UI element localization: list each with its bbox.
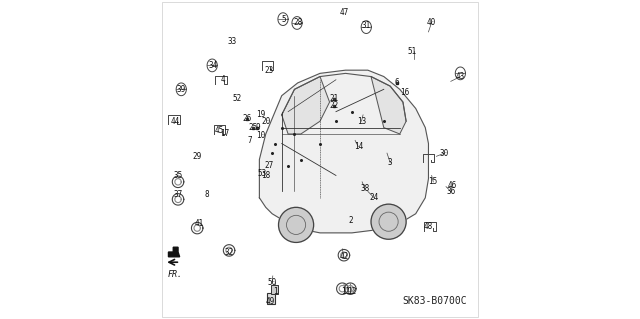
Text: 3: 3 — [388, 158, 392, 167]
Text: 8: 8 — [204, 190, 209, 199]
Text: 22: 22 — [330, 101, 339, 110]
Text: 37: 37 — [173, 190, 182, 199]
Text: 32: 32 — [225, 248, 234, 256]
Text: 35: 35 — [173, 171, 182, 180]
Polygon shape — [259, 70, 428, 233]
Text: 10: 10 — [257, 131, 266, 140]
Text: 51: 51 — [408, 47, 417, 56]
Text: 24: 24 — [370, 193, 379, 202]
Text: FR.: FR. — [168, 270, 183, 279]
Text: 41: 41 — [194, 219, 204, 228]
Text: 38: 38 — [360, 184, 369, 193]
FancyBboxPatch shape — [271, 285, 278, 294]
Text: 15: 15 — [429, 177, 438, 186]
Text: 28: 28 — [293, 18, 302, 27]
Text: 48: 48 — [424, 222, 433, 231]
Text: 9: 9 — [255, 123, 260, 132]
Text: 26: 26 — [242, 114, 252, 122]
Text: 53: 53 — [258, 169, 268, 178]
Polygon shape — [168, 247, 180, 257]
Text: 42: 42 — [339, 252, 349, 261]
Text: 39: 39 — [177, 85, 186, 94]
Text: 14: 14 — [354, 142, 363, 151]
Text: 19: 19 — [257, 110, 266, 119]
Text: 36: 36 — [446, 187, 456, 196]
Text: 6: 6 — [394, 78, 399, 87]
Text: 30: 30 — [440, 149, 449, 158]
Text: 44: 44 — [170, 117, 179, 126]
Text: 23: 23 — [264, 66, 273, 75]
Text: 34: 34 — [209, 61, 218, 70]
Text: 21: 21 — [330, 94, 339, 103]
Text: 1: 1 — [273, 287, 278, 296]
Text: 2: 2 — [348, 216, 353, 225]
Text: 46: 46 — [448, 181, 457, 189]
Text: 31: 31 — [362, 21, 371, 30]
Text: 27: 27 — [264, 161, 273, 170]
Circle shape — [278, 207, 314, 242]
Text: 40: 40 — [427, 18, 436, 27]
Text: 13: 13 — [357, 117, 366, 126]
Text: 11: 11 — [341, 287, 350, 296]
Text: 16: 16 — [400, 88, 409, 97]
FancyBboxPatch shape — [267, 293, 275, 304]
Circle shape — [371, 204, 406, 239]
Text: 33: 33 — [228, 37, 237, 46]
Text: 49: 49 — [266, 297, 275, 306]
Polygon shape — [371, 77, 406, 134]
Polygon shape — [282, 77, 330, 134]
Text: 7: 7 — [248, 136, 252, 145]
Text: 4: 4 — [220, 75, 225, 84]
Text: SK83-B0700C: SK83-B0700C — [402, 296, 467, 306]
Text: 17: 17 — [220, 130, 229, 138]
Text: 52: 52 — [232, 94, 242, 103]
Text: 20: 20 — [261, 117, 270, 126]
Text: 50: 50 — [268, 278, 276, 287]
Text: 12: 12 — [348, 287, 356, 296]
Text: 5: 5 — [281, 15, 285, 24]
Text: 25: 25 — [248, 123, 258, 132]
Text: 43: 43 — [456, 72, 465, 81]
Text: 29: 29 — [193, 152, 202, 161]
Text: 47: 47 — [339, 8, 349, 17]
Text: 18: 18 — [261, 171, 270, 180]
Text: 45: 45 — [215, 126, 224, 135]
